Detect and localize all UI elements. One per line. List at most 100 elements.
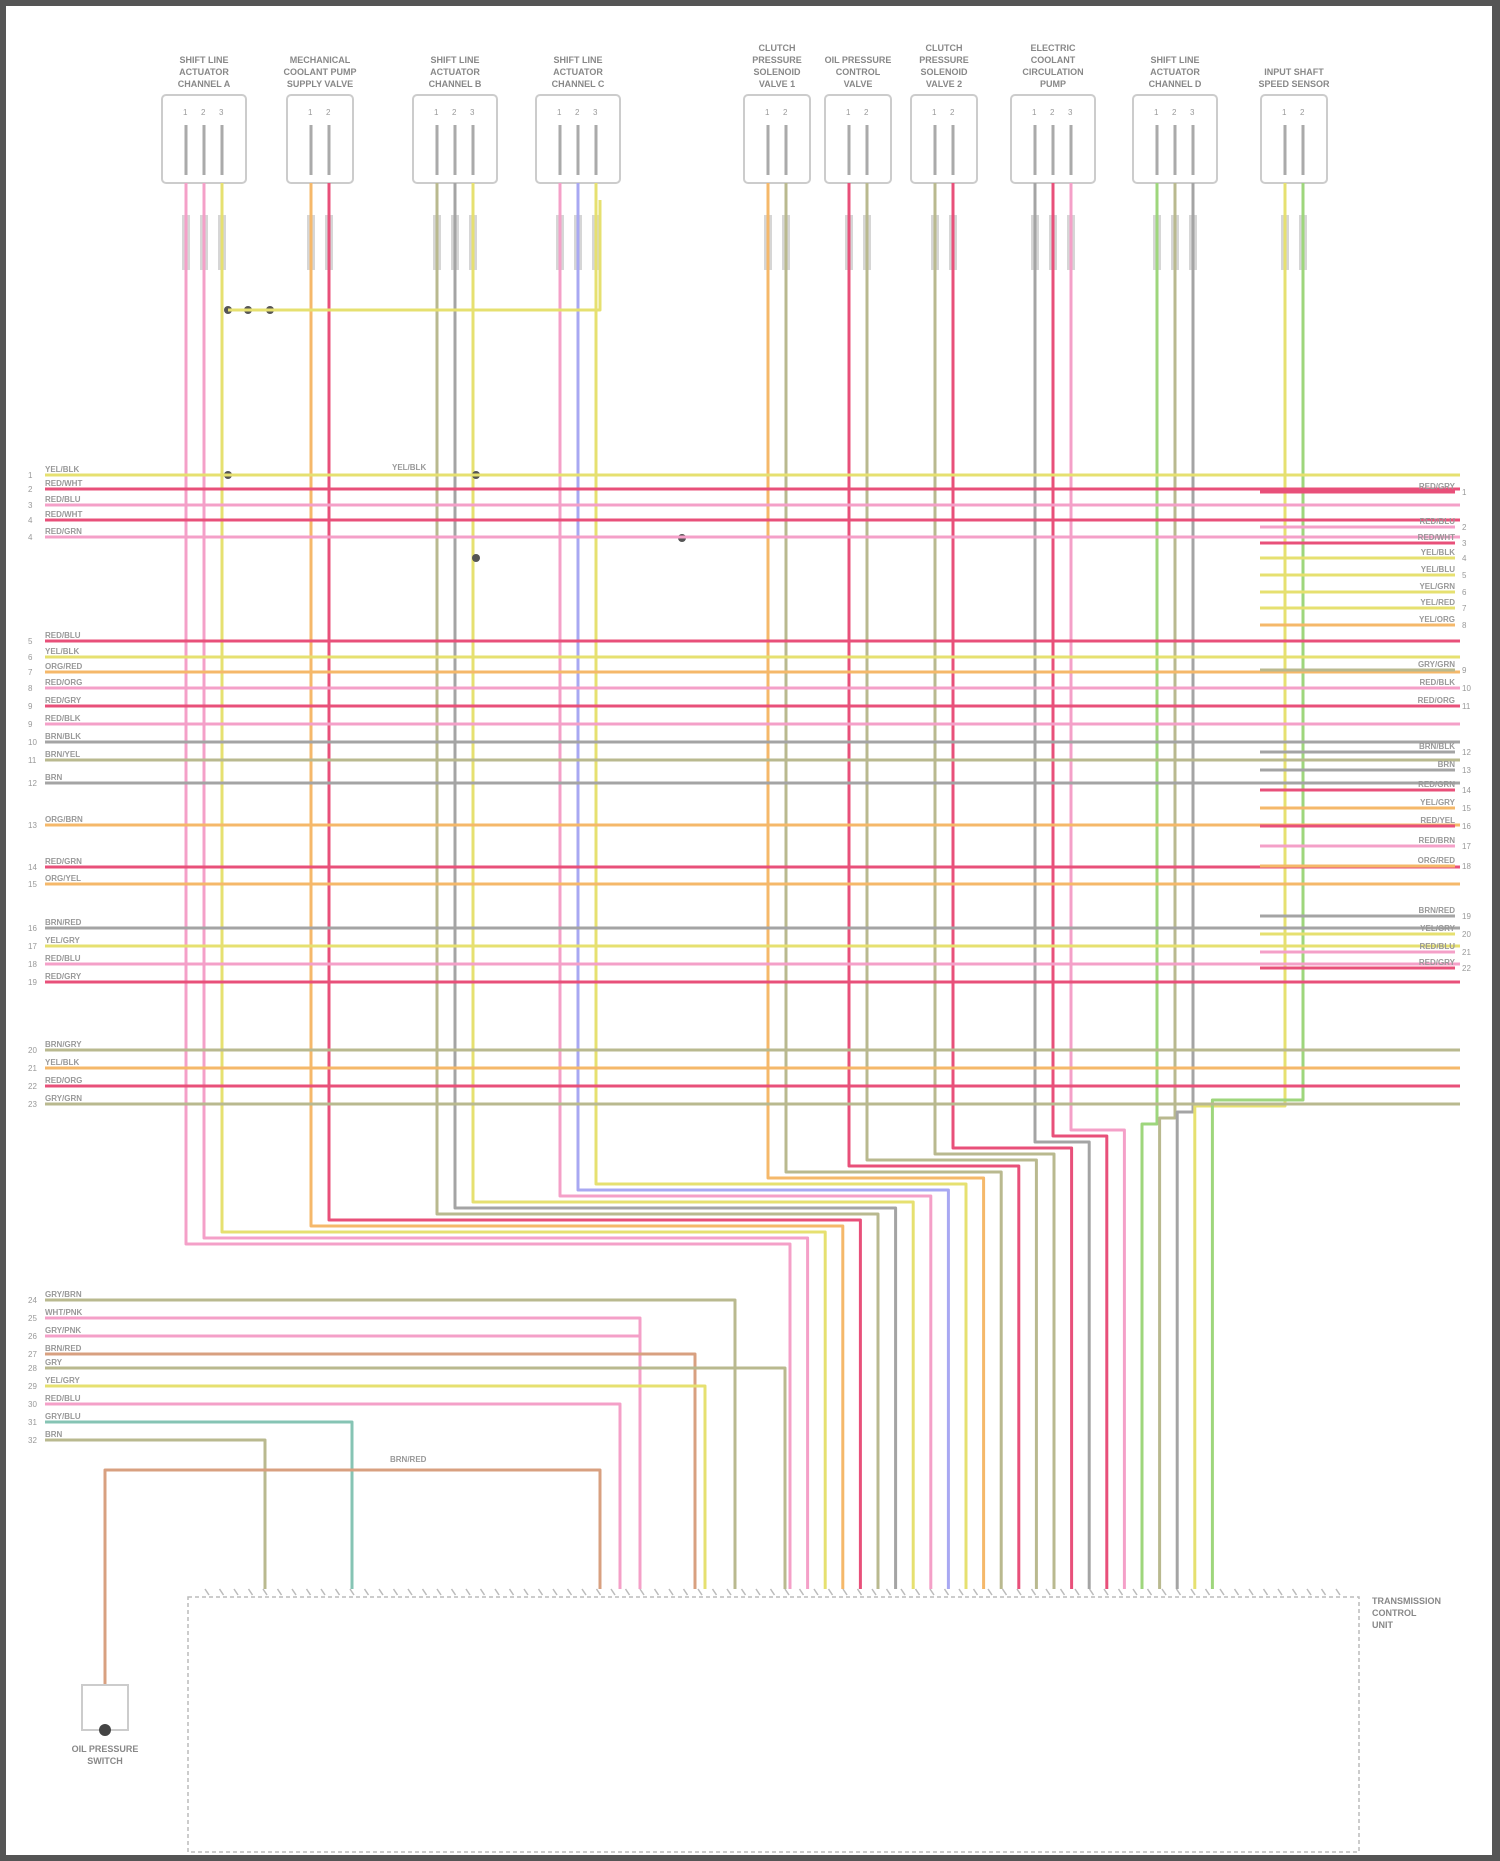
splice-label: YEL/BLK	[392, 463, 426, 472]
left-row-pin-number: 9	[28, 702, 33, 711]
pin-number: 3	[1068, 108, 1073, 117]
right-row-pin-number: 5	[1462, 571, 1467, 580]
component-label: CONTROL	[836, 67, 881, 77]
bottom-row-wire	[45, 1298, 737, 1589]
left-row-pin-number: 1	[28, 471, 33, 480]
tcu-pin-tick	[218, 1588, 225, 1596]
pin-number: 1	[765, 108, 770, 117]
component-wire	[576, 183, 950, 1589]
component-label: VALVE 1	[759, 79, 795, 89]
right-row-pin-number: 1	[1462, 488, 1467, 497]
tcu-pin-tick	[479, 1588, 486, 1596]
pin-number: 2	[950, 108, 955, 117]
right-row-wire-code: RED/BLU	[1419, 517, 1455, 526]
pin-number: 2	[1050, 108, 1055, 117]
component-label: CHANNEL B	[429, 79, 482, 89]
left-row-pin-number: 16	[28, 924, 37, 933]
bottom-row-wire-code: GRY/BRN	[45, 1290, 82, 1299]
tcu-pin-tick	[523, 1588, 529, 1596]
oil-switch-body	[81, 1684, 129, 1731]
component-wire	[1175, 183, 1195, 1589]
left-row-pin-number: 23	[28, 1100, 37, 1109]
left-row-wire-code: BRN/YEL	[45, 750, 80, 759]
pin-number: 1	[846, 108, 851, 117]
right-row-wire-code: YEL/GRY	[1420, 924, 1455, 933]
component-label: SHIFT LINE	[180, 55, 229, 65]
component-label: CLUTCH	[926, 43, 963, 53]
tcu-pin-tick	[1219, 1588, 1225, 1596]
component-label: SUPPLY VALVE	[287, 79, 353, 89]
pin-number: 2	[1300, 108, 1305, 117]
tcu-pin-tick	[1088, 1588, 1095, 1596]
tcu-pin-tick	[1059, 1588, 1066, 1596]
tcu-pin-tick	[914, 1588, 921, 1596]
tcu-pin-tick	[987, 1588, 993, 1596]
left-row-wire-code: ORG/RED	[45, 662, 83, 671]
right-row-wire-code: RED/YEL	[1420, 816, 1455, 825]
bottom-row-wire	[45, 1438, 267, 1589]
right-row-pin-number: 8	[1462, 621, 1467, 630]
left-row-pin-number: 22	[28, 1082, 37, 1091]
bottom-row-wire	[45, 1316, 642, 1589]
left-row-pin-number: 8	[28, 684, 33, 693]
tcu-pin-tick	[1117, 1588, 1124, 1596]
left-row-wire-code: RED/WHT	[45, 479, 82, 488]
tcu-pin-tick	[291, 1588, 297, 1596]
bottom-row-pin-number: 25	[28, 1314, 37, 1323]
component-2	[286, 94, 354, 270]
tcu-pin-tick	[871, 1588, 877, 1596]
right-row-pin-number: 12	[1462, 748, 1471, 757]
left-row-pin-number: 18	[28, 960, 37, 969]
pin-number: 1	[1032, 108, 1037, 117]
component-wire	[184, 183, 792, 1589]
left-row-wire-code: BRN	[45, 773, 63, 782]
tcu-pin-tick	[798, 1588, 805, 1596]
tcu-pin-tick	[552, 1588, 558, 1596]
connector-body	[1260, 94, 1328, 184]
left-row-wire-code: RED/ORG	[45, 1076, 82, 1085]
component-label: CLUTCH	[759, 43, 796, 53]
connector-body	[910, 94, 978, 184]
tcu-pin-tick	[856, 1588, 863, 1596]
left-row-pin-number: 9	[28, 720, 33, 729]
component-wire	[594, 183, 968, 1589]
left-row-wire-code: RED/GRN	[45, 857, 82, 866]
connector-body	[286, 94, 354, 184]
tcu-pin-tick	[1074, 1588, 1080, 1596]
tcu-pin-tick	[1132, 1588, 1138, 1596]
bottom-row-pin-number: 28	[28, 1364, 37, 1373]
tcu-pin-tick	[450, 1588, 457, 1596]
right-row-wire-code: RED/BLU	[1419, 942, 1455, 951]
component-wire	[951, 183, 1074, 1589]
pin-number: 3	[470, 108, 475, 117]
component-wire	[202, 183, 810, 1589]
right-row-wire-code: YEL/BLU	[1421, 565, 1455, 574]
component-label: OIL PRESSURE	[825, 55, 892, 65]
component-label: CHANNEL A	[178, 79, 231, 89]
bottom-row-pin-number: 32	[28, 1436, 37, 1445]
right-row-wire-code: YEL/GRY	[1420, 798, 1455, 807]
tcu-pin-tick	[1030, 1588, 1037, 1596]
tcu-pin-tick	[1103, 1588, 1109, 1596]
tcu-pin-tick	[610, 1588, 616, 1596]
tcu-pin-tick	[842, 1588, 848, 1596]
pin-number: 1	[308, 108, 313, 117]
tcu-pin-tick	[711, 1588, 718, 1596]
left-row-wire-code: YEL/BLK	[45, 465, 79, 474]
left-row-wire-code: BRN/RED	[45, 918, 82, 927]
right-row-wire-code: BRN/BLK	[1419, 742, 1455, 751]
tcu-pin-tick	[624, 1588, 631, 1596]
left-row-pin-number: 11	[28, 756, 37, 765]
right-row-wire-code: RED/BLK	[1419, 678, 1455, 687]
tcu-pin-tick	[204, 1588, 210, 1596]
right-row-pin-number: 6	[1462, 588, 1467, 597]
tcu-pin-tick	[1335, 1588, 1341, 1596]
pin-number: 2	[326, 108, 331, 117]
tcu-pin-tick	[740, 1588, 747, 1596]
bottom-row-pin-number: 29	[28, 1382, 37, 1391]
right-row-pin-number: 11	[1462, 702, 1471, 711]
component-6	[824, 94, 892, 270]
bottom-row-pin-number: 27	[28, 1350, 37, 1359]
left-row-pin-number: 17	[28, 942, 37, 951]
